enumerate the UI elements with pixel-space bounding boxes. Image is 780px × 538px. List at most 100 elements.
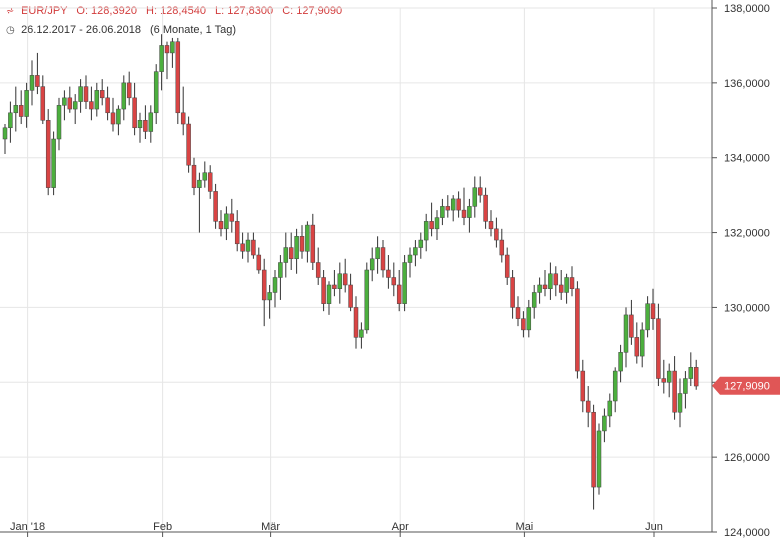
candle-body [418,239,424,248]
candle [575,281,580,379]
candle [499,228,505,263]
candle [467,198,472,233]
candle [526,299,532,338]
candle-body [407,254,413,263]
candle-body [288,247,294,260]
period-label: (6 Monate, 1 Tag) [150,24,237,36]
candle-body [477,187,483,196]
candle [132,82,137,136]
candle [413,240,418,267]
candle [677,378,683,428]
candle-body [413,247,418,256]
candle-body [170,41,175,54]
candle-body [683,378,688,394]
candle-body [661,378,667,383]
candle-body [332,284,337,289]
candle [504,247,510,285]
candle [391,262,397,297]
candle-body [666,370,672,383]
candle [553,266,559,297]
range-row: ◷ 26.12.2017 - 26.06.2018 (6 Monate, 1 T… [6,23,342,38]
candle [510,270,515,319]
candle [191,157,197,196]
candle [218,210,224,237]
candle [186,116,191,173]
last-price-label: 127,9090 [724,381,770,393]
candle-body [607,400,613,417]
candle-body [359,329,364,338]
candle-body [369,258,375,271]
x-tick-label: Apr [392,521,409,533]
candle [521,311,526,338]
candle-body [213,191,218,222]
clock-icon: ◷ [6,25,15,36]
date-range: 26.12.2017 - 26.06.2018 [21,24,141,36]
candle-body [688,367,694,379]
candle [105,86,110,121]
candle [148,105,154,143]
candle [450,195,456,222]
candle-body [445,206,451,211]
candle [429,202,434,237]
candle-body [483,194,488,222]
candle [645,296,650,338]
candle [234,210,240,252]
candle-body [197,179,202,188]
candle [585,386,591,428]
candle [639,322,645,368]
x-axis: Jan '18 Feb Mär Apr Mai Jun [0,521,712,537]
candle-body [526,307,532,331]
candle [537,277,542,304]
candle [434,210,440,241]
candle [40,75,46,125]
candle-body [83,86,89,102]
x-tick-label: Mai [516,521,534,533]
candle [24,82,29,128]
candle [407,247,413,278]
candle-body [191,164,197,188]
y-tick-label: 130,0000 [724,302,770,314]
candle-body [207,172,213,192]
candle [121,75,127,121]
candle [542,270,548,297]
candle-body [693,367,699,387]
candle [94,82,100,117]
candle-body [240,243,245,252]
candle [67,86,73,113]
candle-body [159,45,164,72]
candle-body [62,97,67,106]
candle [602,408,607,443]
candle-body [553,273,559,286]
candle [396,270,402,312]
candle [288,232,294,270]
candle-body [423,221,429,241]
candle [375,236,380,274]
candle [418,232,424,259]
candle-body [375,247,380,260]
candle [62,90,67,121]
candle [332,270,337,297]
candle [272,270,278,308]
candle [591,404,596,510]
candle-body [2,127,8,140]
candle-body [353,307,359,338]
candle [461,187,467,226]
candle [359,322,364,349]
candle [629,299,634,345]
candle-body [89,101,94,110]
candle [89,86,94,121]
candle-body [569,277,575,289]
candle [477,176,483,203]
candle [531,284,537,319]
candle [159,34,164,91]
candle [164,41,170,80]
candle [369,247,375,282]
candle [634,322,640,364]
candle-body [656,318,661,379]
candle [688,352,694,387]
candle-body [299,236,305,252]
candle-body [380,247,386,271]
candle-body [564,277,569,293]
candle [153,64,159,125]
